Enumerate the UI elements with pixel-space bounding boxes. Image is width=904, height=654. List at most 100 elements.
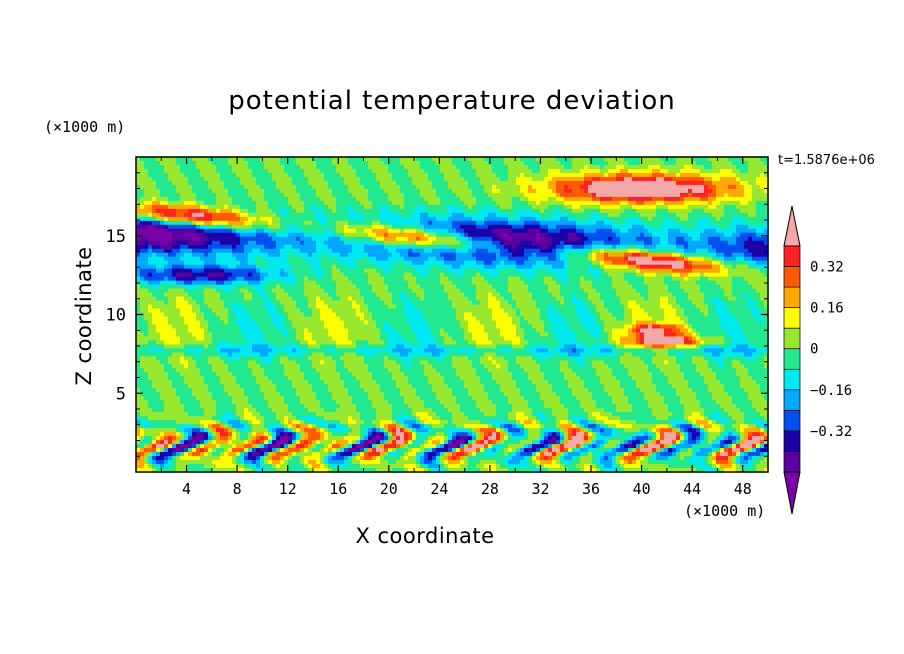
heatmap-cell [344, 308, 349, 314]
heatmap-cell [148, 224, 153, 230]
heatmap-cell [328, 312, 333, 318]
heatmap-cell [348, 336, 353, 342]
heatmap-cell [268, 464, 273, 469]
heatmap-cell [312, 272, 317, 278]
heatmap-cell [156, 400, 161, 405]
heatmap-cell [232, 364, 237, 369]
heatmap-cell [252, 452, 257, 457]
heatmap-cell [328, 276, 333, 282]
heatmap-cell [248, 468, 253, 473]
heatmap-cell [192, 432, 197, 437]
heatmap-cell [208, 432, 213, 437]
heatmap-cell [372, 440, 377, 445]
heatmap-cell [136, 400, 141, 405]
heatmap-cell [196, 268, 201, 274]
heatmap-cell [152, 288, 157, 294]
heatmap-cell [180, 224, 185, 230]
heatmap-cell [136, 200, 141, 206]
heatmap-cell [384, 420, 389, 425]
heatmap-cell [296, 280, 301, 286]
heatmap-cell [332, 420, 337, 425]
heatmap-cell [204, 388, 209, 393]
heatmap-cell [176, 276, 181, 282]
heatmap-cell [380, 184, 385, 190]
heatmap-cell [236, 324, 241, 330]
heatmap-cell [308, 308, 313, 314]
heatmap-cell [384, 316, 389, 322]
heatmap-cell [292, 320, 297, 326]
heatmap-cell [384, 416, 389, 421]
heatmap-cell [172, 392, 177, 397]
heatmap-cell [344, 288, 349, 294]
heatmap-cell [292, 224, 297, 230]
heatmap-cell [192, 280, 197, 286]
heatmap-cell [196, 284, 201, 290]
heatmap-cell [216, 320, 221, 326]
heatmap-cell [164, 168, 169, 174]
heatmap-cell [240, 188, 245, 194]
heatmap-cell [208, 332, 213, 338]
heatmap-cell [152, 380, 157, 385]
heatmap-cell [136, 332, 141, 338]
heatmap-cell [268, 420, 273, 425]
heatmap-cell [276, 176, 281, 182]
heatmap-cell [148, 308, 153, 314]
heatmap-cell [300, 348, 305, 353]
heatmap-cell [180, 268, 185, 274]
heatmap-cell [264, 420, 269, 425]
heatmap-cell [172, 204, 177, 210]
heatmap-cell [240, 284, 245, 290]
heatmap-cell [384, 184, 389, 190]
heatmap-cell [324, 236, 329, 242]
heatmap-cell [212, 276, 217, 282]
heatmap-cell [216, 172, 221, 178]
heatmap-cell [312, 268, 317, 274]
heatmap-cell [320, 160, 325, 166]
heatmap-cell [140, 184, 145, 190]
heatmap-cell [228, 220, 233, 226]
heatmap-cell [216, 228, 221, 234]
heatmap-cell [160, 332, 165, 338]
heatmap-cell [212, 336, 217, 342]
heatmap-cell [376, 308, 381, 314]
heatmap-cell [204, 352, 209, 357]
heatmap-cell [136, 188, 141, 194]
heatmap-cell [252, 264, 257, 270]
heatmap-cell [268, 416, 273, 421]
heatmap-cell [304, 172, 309, 178]
heatmap-cell [312, 276, 317, 282]
heatmap-cell [200, 168, 205, 174]
heatmap-cell [196, 264, 201, 270]
heatmap-cell [288, 460, 293, 465]
heatmap-cell [268, 216, 273, 222]
heatmap-cell [236, 296, 241, 302]
heatmap-cell [152, 196, 157, 202]
heatmap-cell [256, 336, 261, 342]
heatmap-cell [200, 212, 205, 218]
heatmap-cell [348, 236, 353, 242]
heatmap-cell [260, 172, 265, 178]
heatmap-cell [168, 304, 173, 310]
heatmap-cell [208, 316, 213, 322]
heatmap-cell [156, 188, 161, 194]
heatmap-cell [336, 380, 341, 385]
heatmap-cell [248, 452, 253, 457]
heatmap-cell [192, 284, 197, 290]
heatmap-cell [272, 444, 277, 449]
heatmap-cell [228, 296, 233, 302]
heatmap-cell [252, 416, 257, 421]
heatmap-cell [200, 208, 205, 214]
heatmap-cell [372, 380, 377, 385]
heatmap-cell [284, 268, 289, 274]
heatmap-cell [356, 320, 361, 326]
heatmap-cell [332, 384, 337, 389]
heatmap-cell [248, 460, 253, 465]
heatmap-cell [312, 172, 317, 178]
heatmap-cell [228, 448, 233, 453]
heatmap-cell [300, 404, 305, 409]
heatmap-cell [224, 276, 229, 282]
heatmap-cell [248, 300, 253, 306]
heatmap-cell [328, 376, 333, 381]
heatmap-cell [340, 244, 345, 250]
heatmap-cell [272, 328, 277, 334]
